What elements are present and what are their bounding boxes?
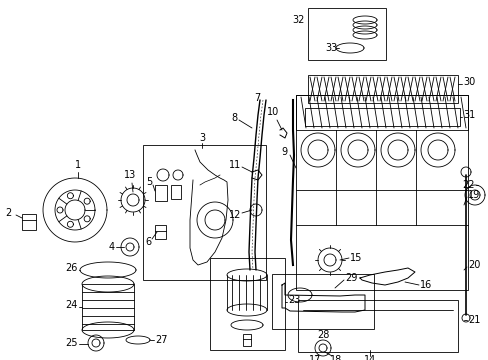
Text: 7: 7: [253, 93, 260, 103]
Text: 26: 26: [65, 263, 78, 273]
Text: 25: 25: [65, 338, 78, 348]
Text: 21: 21: [467, 315, 479, 325]
Text: 12: 12: [228, 210, 241, 220]
Text: 4: 4: [109, 242, 115, 252]
Text: 15: 15: [349, 253, 362, 263]
Bar: [22, 214, 36, 230]
Bar: [155, 225, 165, 239]
Text: 24: 24: [65, 300, 78, 310]
Text: 6: 6: [144, 237, 151, 247]
Bar: [307, 75, 457, 103]
Text: 14: 14: [363, 355, 375, 360]
Bar: [305, 108, 459, 126]
Text: 3: 3: [199, 133, 204, 143]
Text: 27: 27: [155, 335, 167, 345]
Bar: [295, 95, 467, 130]
Bar: [155, 185, 167, 201]
Text: 17: 17: [308, 355, 321, 360]
Text: 29: 29: [345, 273, 357, 283]
Text: 19: 19: [467, 190, 479, 200]
Text: 31: 31: [462, 110, 474, 120]
Text: 28: 28: [316, 330, 328, 340]
Text: 11: 11: [228, 160, 241, 170]
Text: 30: 30: [462, 77, 474, 87]
Bar: [171, 185, 181, 199]
Text: 18: 18: [329, 355, 342, 360]
Text: 22: 22: [462, 180, 474, 190]
Bar: [243, 334, 250, 346]
Text: 1: 1: [75, 160, 81, 170]
Text: 10: 10: [266, 107, 279, 117]
Bar: [82, 284, 134, 330]
Bar: [142, 145, 265, 280]
Bar: [271, 274, 373, 329]
Text: 5: 5: [145, 177, 152, 187]
Text: 23: 23: [287, 295, 300, 305]
Text: 16: 16: [419, 280, 431, 290]
Bar: [209, 258, 285, 350]
Bar: [297, 300, 457, 352]
Text: 8: 8: [231, 113, 238, 123]
Text: 2: 2: [5, 208, 11, 218]
Bar: [307, 8, 385, 60]
Text: 33: 33: [325, 43, 337, 53]
Text: 20: 20: [467, 260, 479, 270]
Text: 13: 13: [123, 170, 136, 180]
Text: 9: 9: [281, 147, 287, 157]
Text: 32: 32: [292, 15, 305, 25]
Bar: [295, 95, 467, 290]
